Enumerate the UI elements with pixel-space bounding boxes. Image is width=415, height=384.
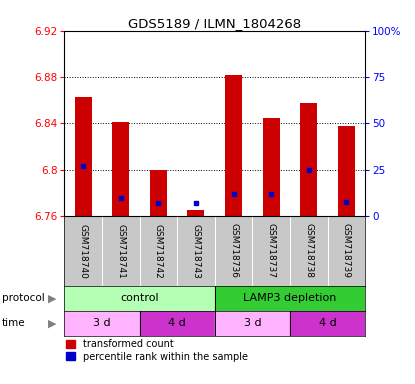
Text: GSM718737: GSM718737 <box>267 223 276 278</box>
Text: control: control <box>120 293 159 303</box>
Text: GSM718743: GSM718743 <box>191 223 200 278</box>
Bar <box>290 311 365 336</box>
Bar <box>139 311 215 336</box>
Text: ▶: ▶ <box>48 293 56 303</box>
Text: 3 d: 3 d <box>244 318 261 328</box>
Bar <box>300 103 317 216</box>
Text: GSM718740: GSM718740 <box>78 223 88 278</box>
Text: GSM718742: GSM718742 <box>154 223 163 278</box>
Bar <box>112 122 129 216</box>
Text: GSM718736: GSM718736 <box>229 223 238 278</box>
Bar <box>263 118 280 216</box>
Text: 4 d: 4 d <box>168 318 186 328</box>
Bar <box>64 311 139 336</box>
Text: 4 d: 4 d <box>319 318 337 328</box>
Text: ▶: ▶ <box>48 318 56 328</box>
Bar <box>338 126 355 216</box>
Bar <box>225 75 242 216</box>
Bar <box>75 97 92 216</box>
Bar <box>215 311 290 336</box>
Text: GSM718739: GSM718739 <box>342 223 351 278</box>
Text: GSM718738: GSM718738 <box>304 223 313 278</box>
Bar <box>215 286 365 311</box>
Bar <box>64 286 215 311</box>
Bar <box>150 170 167 216</box>
Bar <box>188 210 205 216</box>
Text: protocol: protocol <box>2 293 45 303</box>
Title: GDS5189 / ILMN_1804268: GDS5189 / ILMN_1804268 <box>128 17 301 30</box>
Text: time: time <box>2 318 26 328</box>
Text: LAMP3 depletion: LAMP3 depletion <box>243 293 337 303</box>
Legend: transformed count, percentile rank within the sample: transformed count, percentile rank withi… <box>66 339 248 361</box>
Text: 3 d: 3 d <box>93 318 111 328</box>
Text: GSM718741: GSM718741 <box>116 223 125 278</box>
